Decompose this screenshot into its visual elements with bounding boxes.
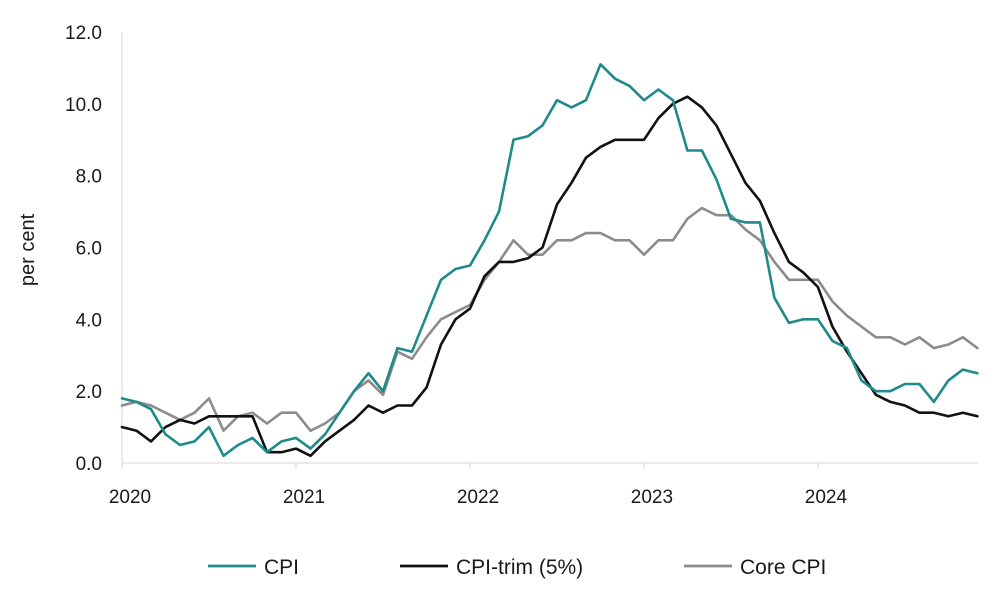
y-tick-label: 6.0 xyxy=(76,239,102,260)
x-tick-label: 2024 xyxy=(805,487,848,508)
y-axis-title: per cent xyxy=(17,213,39,286)
series-line-2 xyxy=(120,206,979,433)
x-tick-label: 2021 xyxy=(283,487,325,508)
y-tick-label: 12.0 xyxy=(65,23,102,44)
legend-label: CPI xyxy=(264,556,299,579)
x-tick-label: 2023 xyxy=(631,487,673,508)
legend-label: CPI-trim (5%) xyxy=(456,556,583,579)
x-tick-label: 2020 xyxy=(109,487,151,508)
x-tick-label: 2022 xyxy=(457,487,499,508)
y-tick-label: 4.0 xyxy=(76,310,102,331)
legend-label: Core CPI xyxy=(740,556,826,579)
series-line-1 xyxy=(120,95,979,458)
y-tick-label: 2.0 xyxy=(76,382,102,403)
legend: CPI CPI-trim (5%) Core CPI xyxy=(208,556,826,579)
y-tick-label: 10.0 xyxy=(65,95,102,116)
series-line-0 xyxy=(120,63,979,458)
series-group xyxy=(120,63,979,458)
axes-group: 0.0 2.0 4.0 6.0 8.0 10.0 12.0 2020 2021 2022 2023 2… xyxy=(65,23,978,508)
y-tick-label: 0.0 xyxy=(76,454,102,475)
y-tick-label: 8.0 xyxy=(76,167,102,188)
